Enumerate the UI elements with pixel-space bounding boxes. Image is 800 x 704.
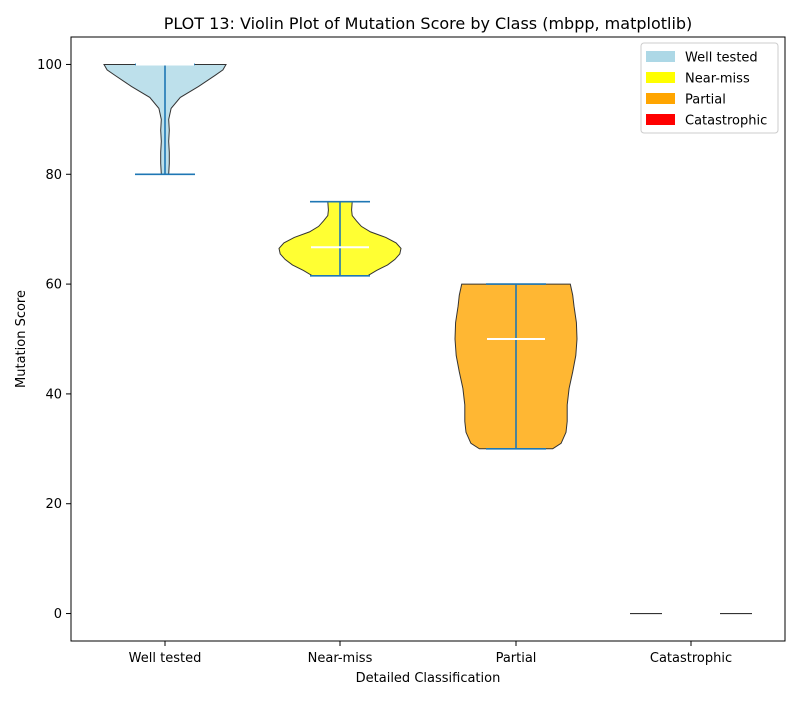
x-tick-label: Catastrophic	[650, 651, 732, 666]
chart-title: PLOT 13: Violin Plot of Mutation Score b…	[164, 14, 693, 33]
legend-item: Partial	[646, 93, 726, 108]
legend-label: Well tested	[685, 51, 758, 66]
legend-item: Near-miss	[646, 72, 750, 87]
y-tick-label: 80	[45, 168, 62, 183]
y-axis: 0 20 40 60 80 100	[37, 58, 71, 622]
y-tick-label: 0	[54, 607, 62, 622]
legend-item: Well tested	[646, 51, 758, 66]
legend-swatch	[646, 51, 675, 62]
legend-label: Catastrophic	[685, 114, 767, 129]
legend-box	[640, 42, 779, 134]
axes-frame	[70, 36, 786, 642]
legend-swatch	[646, 72, 675, 83]
violin-partial	[454, 283, 578, 450]
y-tick-label: 40	[45, 387, 62, 402]
legend: Well tested Near-miss Partial Catastrophic	[640, 42, 779, 134]
x-tick-label: Near-miss	[308, 651, 373, 666]
plot-area	[103, 63, 752, 615]
violin-near-miss	[278, 200, 402, 277]
legend-label: Near-miss	[685, 72, 750, 87]
x-tick-label: Partial	[496, 651, 537, 666]
x-axis: Well tested Near-miss Partial Catastrophic	[129, 641, 732, 666]
x-axis-label: Detailed Classification	[356, 671, 501, 686]
legend-swatch	[646, 114, 675, 125]
x-tick-label: Well tested	[129, 651, 202, 666]
y-tick-label: 60	[45, 278, 62, 293]
legend-swatch	[646, 93, 675, 104]
y-tick-label: 20	[45, 497, 62, 512]
y-axis-label: Mutation Score	[14, 290, 29, 388]
y-tick-label: 100	[37, 58, 62, 73]
legend-item: Catastrophic	[646, 114, 767, 129]
legend-label: Partial	[685, 93, 726, 108]
violin-well-tested	[103, 63, 227, 176]
